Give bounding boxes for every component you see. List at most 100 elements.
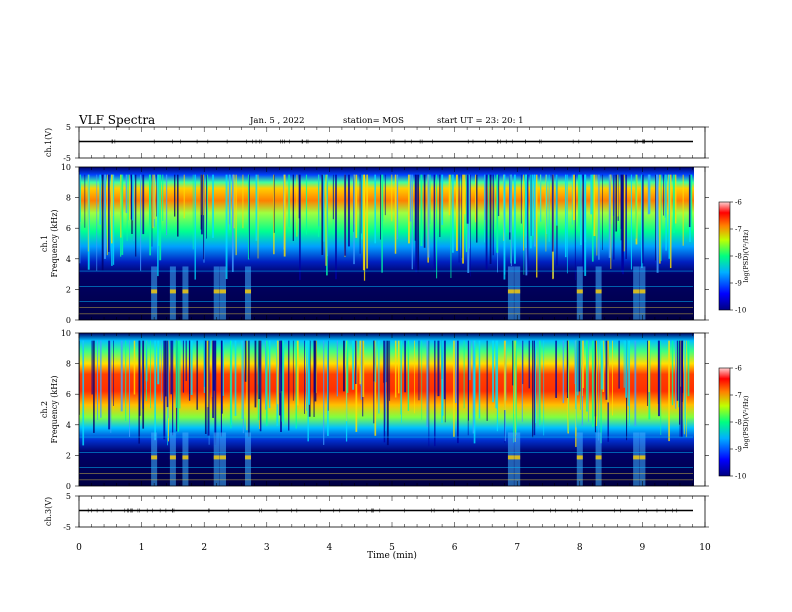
streak	[530, 174, 532, 249]
streak	[591, 174, 594, 262]
streak	[296, 174, 298, 237]
streak	[623, 174, 625, 252]
streak	[400, 340, 402, 415]
streak	[675, 340, 677, 409]
streak	[494, 174, 495, 227]
streak	[146, 340, 147, 390]
streak	[101, 174, 104, 271]
streak	[279, 340, 281, 416]
streak	[582, 340, 584, 388]
streak	[605, 340, 608, 400]
streak	[567, 340, 570, 434]
streak	[200, 174, 202, 230]
streak	[417, 174, 420, 274]
streak	[551, 174, 554, 252]
streak	[259, 340, 262, 432]
streak	[228, 174, 230, 225]
streak	[159, 174, 162, 261]
start-time-label: start UT = 23: 20: 1	[437, 116, 524, 126]
burst-band	[169, 455, 176, 460]
streak	[602, 340, 605, 392]
streak	[248, 340, 250, 438]
streak	[163, 340, 166, 440]
streak	[485, 174, 488, 270]
burst-band	[182, 455, 189, 460]
burst-band	[507, 455, 514, 460]
streak	[660, 174, 662, 262]
streak	[414, 340, 415, 414]
streak	[503, 340, 506, 411]
streak	[96, 174, 98, 271]
streak	[296, 340, 299, 406]
streak	[359, 340, 362, 385]
streak	[620, 174, 622, 241]
streak	[375, 340, 377, 383]
streak	[138, 340, 140, 444]
streak	[478, 340, 481, 419]
streak	[671, 340, 674, 406]
streak	[418, 340, 420, 401]
burst-band	[219, 289, 226, 294]
streak	[668, 174, 671, 259]
streak	[142, 340, 145, 429]
y-axis-label: Frequency (kHz)	[50, 209, 59, 277]
streak	[533, 174, 536, 220]
streak	[113, 340, 114, 406]
streak	[630, 174, 632, 270]
y-tick-label: 8	[66, 360, 71, 369]
streak	[382, 174, 384, 222]
streak	[531, 174, 534, 236]
x-tick-label: 5	[389, 543, 395, 553]
streak	[545, 174, 548, 235]
streak	[108, 174, 110, 252]
streak	[323, 340, 325, 445]
streak	[687, 340, 690, 397]
streak	[381, 174, 383, 273]
streak	[436, 174, 438, 279]
y-axis-label: Frequency (kHz)	[50, 375, 59, 443]
streak	[196, 340, 198, 410]
streak	[513, 340, 515, 443]
streak	[79, 174, 81, 264]
streak	[154, 174, 155, 220]
streak	[373, 340, 375, 424]
x-tick-label: 10	[699, 543, 711, 553]
streak	[359, 174, 361, 254]
streak	[602, 174, 603, 250]
streak	[562, 340, 565, 404]
streak	[229, 340, 231, 425]
streak	[575, 340, 577, 428]
streak	[648, 340, 650, 393]
colorbar-tick-label: -9	[735, 280, 742, 288]
colorbar	[718, 367, 731, 477]
streak	[91, 340, 93, 395]
streak	[486, 340, 488, 421]
streak	[308, 340, 310, 405]
streak	[343, 340, 345, 392]
streak	[113, 174, 115, 265]
streak	[131, 174, 133, 234]
streak	[634, 340, 637, 427]
burst-band	[639, 289, 646, 294]
streak	[523, 174, 525, 251]
burst-band	[507, 289, 514, 294]
streak	[161, 340, 162, 402]
colorbar-tick-label: -6	[735, 199, 742, 207]
streak	[185, 340, 187, 381]
colorbar-tick-label: -7	[735, 392, 742, 400]
streak	[622, 174, 624, 252]
y-tick-label: 2	[66, 451, 71, 460]
streak	[222, 340, 224, 396]
date-label: Jan. 5 , 2022	[250, 116, 305, 126]
streak	[468, 340, 469, 421]
streak	[248, 174, 250, 259]
burst-band	[595, 289, 602, 294]
streak	[133, 340, 136, 395]
streak	[120, 174, 122, 238]
streak	[314, 340, 317, 402]
streak	[582, 174, 585, 269]
streak	[79, 174, 81, 222]
streak	[106, 174, 108, 256]
streak	[625, 174, 627, 259]
